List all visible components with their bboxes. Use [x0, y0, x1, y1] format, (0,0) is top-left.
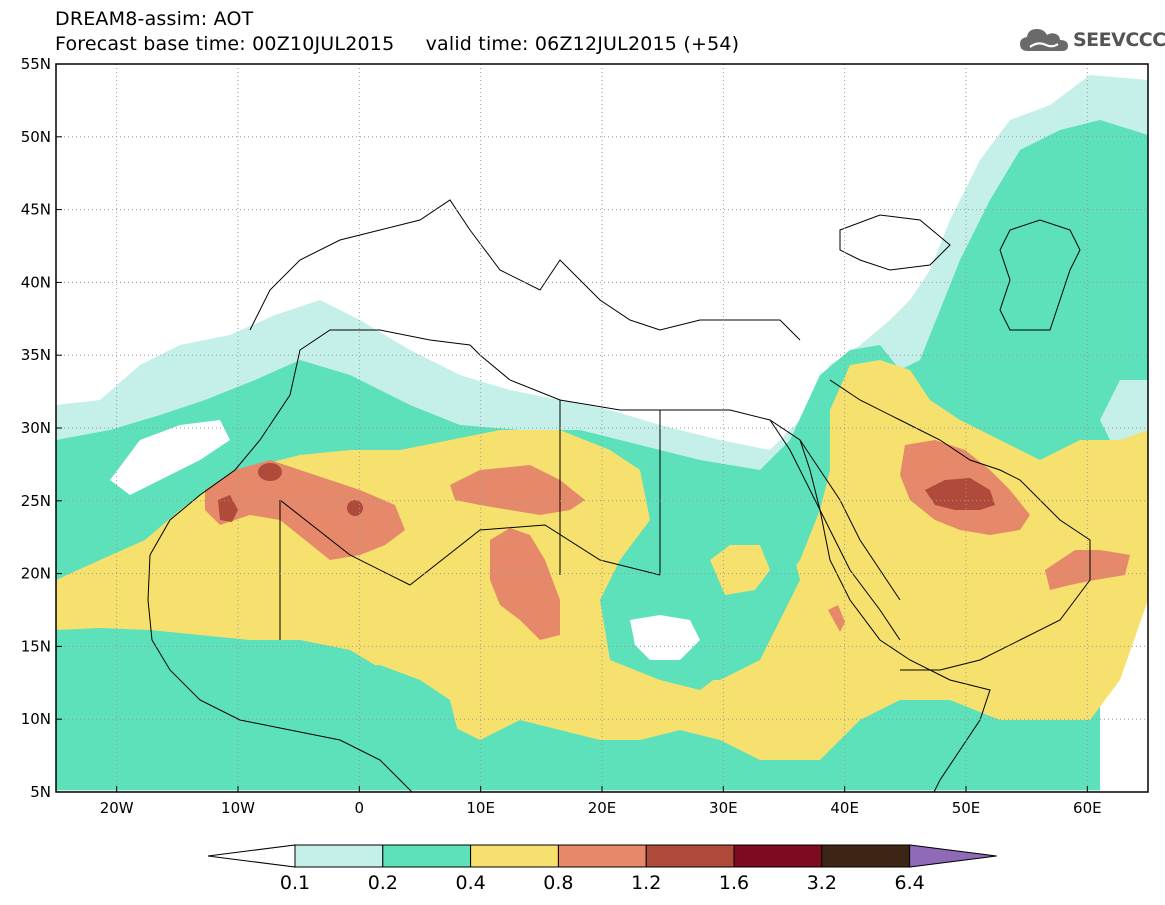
aot-gap-atlantic — [110, 420, 230, 495]
europe-coast — [249, 199, 801, 341]
lat-tick-label: 30N — [21, 419, 51, 437]
aot-band-1.2-west — [218, 495, 238, 522]
colorbar-label: 0.1 — [280, 872, 310, 894]
lon-tick-label: 10W — [221, 799, 255, 817]
colorbar-label: 6.4 — [894, 872, 924, 894]
colorbar-label: 0.8 — [543, 872, 573, 894]
lat-tick-label: 20N — [21, 565, 51, 583]
colorbar-label: 1.6 — [719, 872, 749, 894]
lat-tick-label: 40N — [21, 273, 51, 291]
valid-time-label: valid time: 06Z12JUL2015 (+54) — [425, 33, 740, 55]
lat-tick-label: 10N — [21, 710, 51, 728]
seevccc-logo: SEEVCCC — [1018, 26, 1165, 54]
west-africa-coast — [147, 554, 413, 792]
aot-band-0.8-oman — [1045, 550, 1130, 590]
lat-tick-label: 5N — [30, 783, 51, 801]
aot-band-0.8-chad — [490, 528, 560, 640]
lon-tick-label: 30E — [709, 799, 738, 817]
longitude-axis: 20W 10W 0 10E 20E 30E 40E 50E 60E — [100, 786, 1102, 817]
colorbar — [207, 844, 997, 868]
logo-text: SEEVCCC — [1073, 29, 1165, 51]
border-chad-niger — [409, 524, 661, 586]
caspian-coast — [999, 219, 1081, 331]
colorbar-label: 0.4 — [455, 872, 485, 894]
cloud-icon — [1020, 29, 1068, 51]
colorbar-segment — [821, 844, 911, 868]
lon-tick-label: 40E — [830, 799, 859, 817]
arabia-coast — [829, 379, 1091, 671]
colorbar-segment — [382, 844, 472, 868]
africa-coast — [149, 329, 991, 792]
aot-band-1.2-north — [258, 463, 282, 481]
lon-tick-label: 60E — [1073, 799, 1102, 817]
aot-band-1.2-east — [925, 478, 995, 510]
forecast-time-line: Forecast base time: 00Z10JUL2015 valid t… — [55, 34, 739, 54]
latitude-axis: 5N 10N 15N 20N 25N 30N 35N 40N 45N 50N 55N — [21, 55, 62, 801]
black-sea-coast — [839, 214, 951, 271]
aot-gap-central — [630, 615, 700, 660]
colorbar-segment — [733, 844, 823, 868]
border-mali-algeria — [279, 499, 411, 640]
lat-tick-label: 35N — [21, 346, 51, 364]
red-sea-coast — [769, 419, 901, 641]
border-egypt-libya — [559, 400, 661, 575]
coastlines — [147, 199, 1091, 792]
colorbar-segment — [294, 844, 384, 868]
colorbar-label: 1.2 — [631, 872, 661, 894]
lat-tick-label: 55N — [21, 55, 51, 73]
colorbar-segment — [470, 844, 559, 868]
lat-tick-label: 45N — [21, 201, 51, 219]
lon-tick-label: 10E — [466, 799, 495, 817]
colorbar-segment — [557, 844, 647, 868]
lon-tick-label: 50E — [952, 799, 981, 817]
colorbar-label: 3.2 — [807, 872, 837, 894]
colorbar-label: 0.2 — [368, 872, 398, 894]
map-title: DREAM8-assim: AOT — [55, 8, 254, 30]
colorbar-segment — [645, 844, 735, 868]
lon-tick-label: 20E — [588, 799, 617, 817]
aot-band-1.2-algeria — [347, 500, 363, 516]
aot-band-0.8-west — [205, 460, 405, 560]
graticule — [56, 64, 1148, 792]
lat-tick-label: 15N — [21, 637, 51, 655]
aot-band-0.2-south — [300, 665, 460, 760]
base-time-label: Forecast base time: 00Z10JUL2015 — [55, 33, 395, 55]
lon-tick-label: 0 — [355, 799, 365, 817]
colorbar-arrow-high — [909, 844, 997, 868]
lat-tick-label: 25N — [21, 492, 51, 510]
lon-tick-label: 20W — [100, 799, 134, 817]
colorbar-labels: 0.1 0.2 0.4 0.8 1.2 1.6 3.2 6.4 — [280, 872, 925, 894]
aot-band-0.8-central — [450, 465, 585, 515]
aot-band-0.4-pocket — [710, 545, 770, 595]
lat-tick-label: 50N — [21, 128, 51, 146]
colorbar-arrow-low — [207, 844, 296, 868]
aot-band-0.8-eritrea — [828, 605, 845, 632]
